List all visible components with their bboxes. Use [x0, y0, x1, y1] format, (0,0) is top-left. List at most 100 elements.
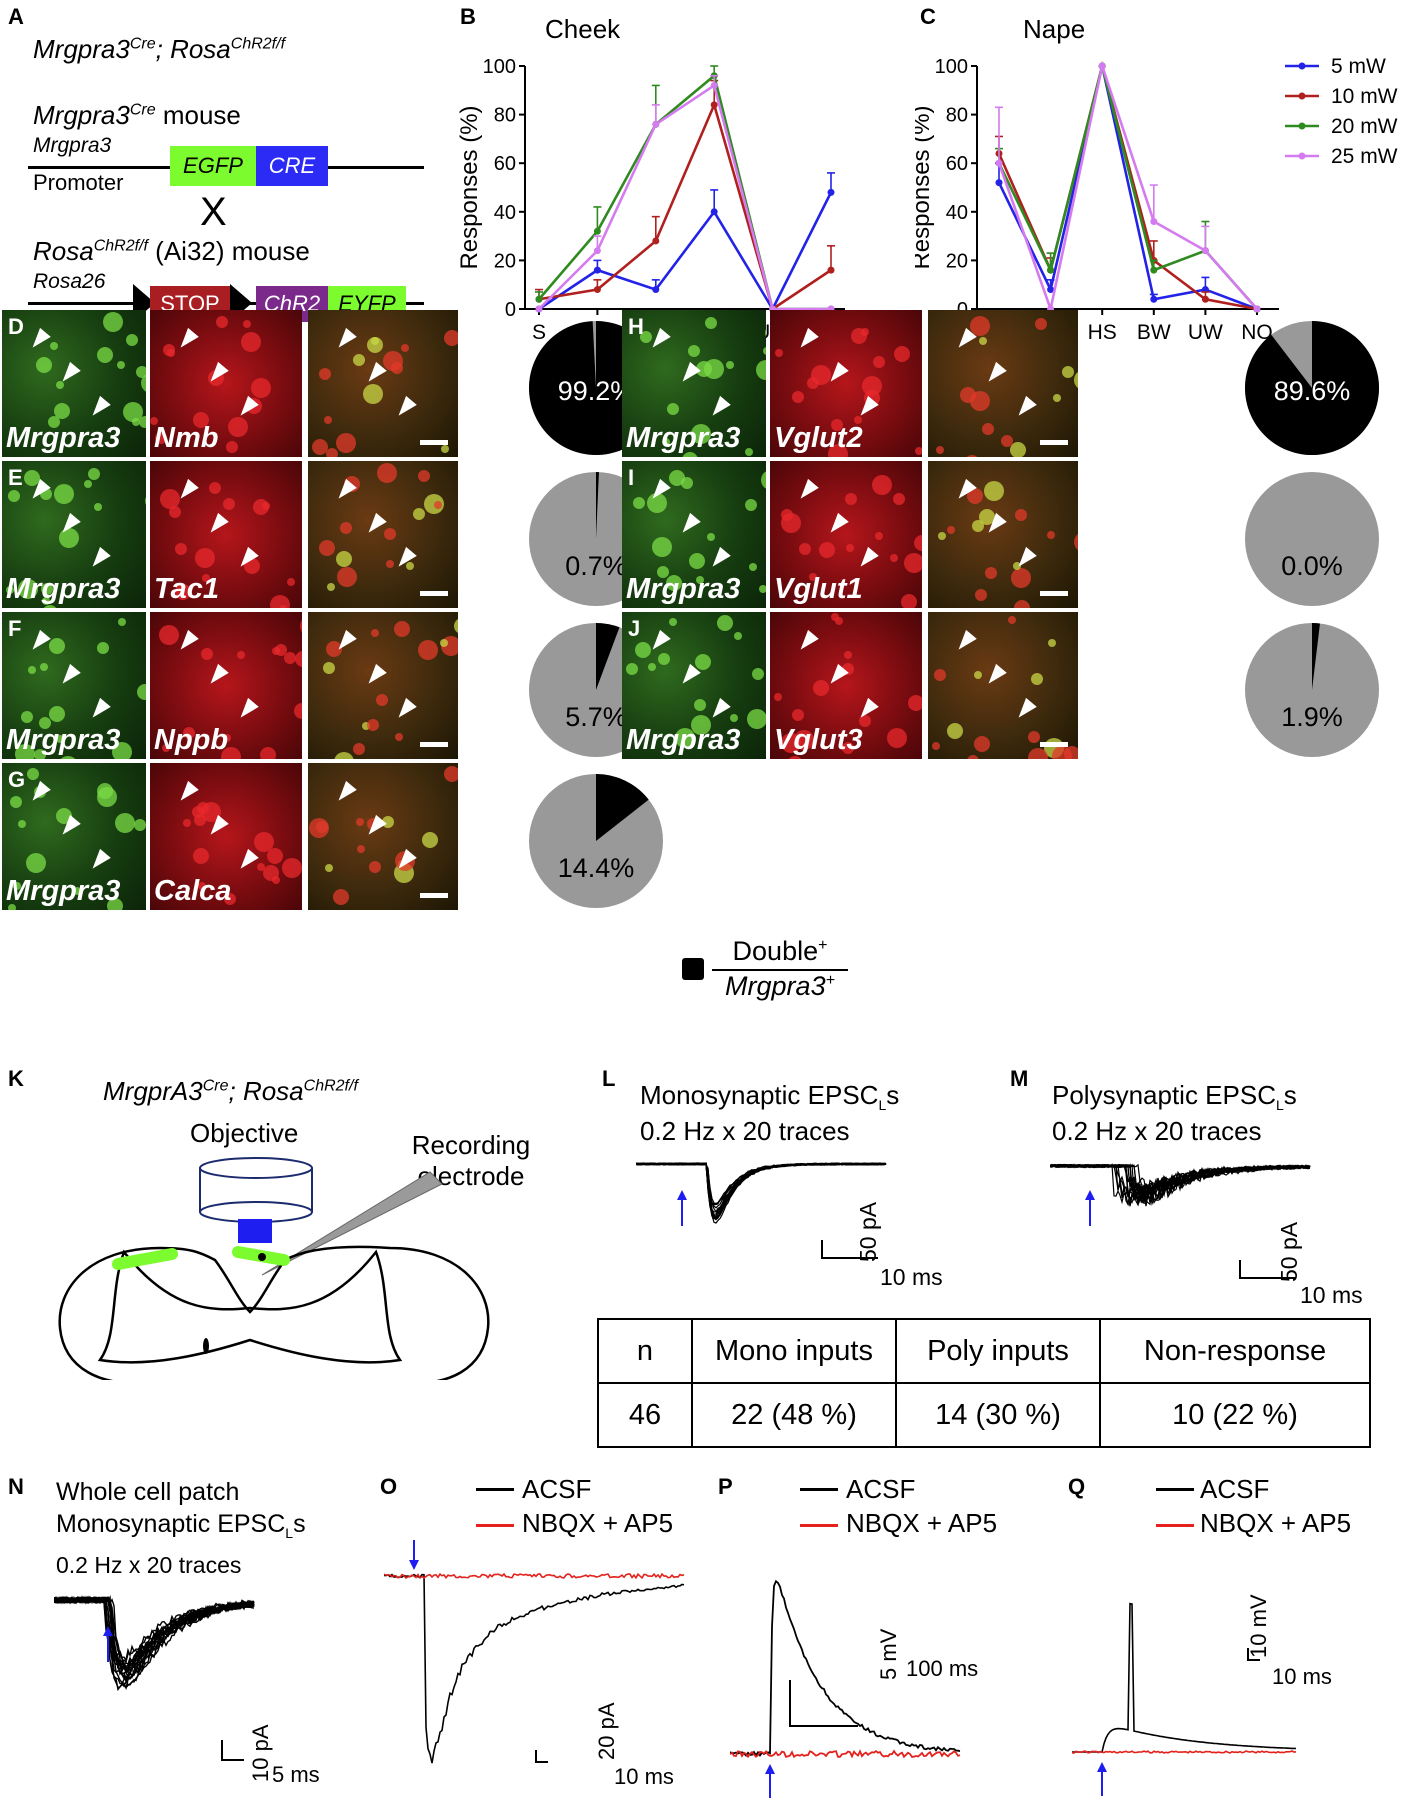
cell-blob — [115, 812, 136, 833]
cell-blob — [97, 641, 110, 654]
spinal-cord-diagram — [58, 1157, 490, 1380]
cell-blob — [39, 662, 48, 671]
pie-percent-label: 1.9% — [1281, 702, 1343, 732]
table-header-cell: n — [597, 1318, 693, 1384]
trace-line — [636, 1162, 887, 1220]
cell-blob — [201, 648, 214, 661]
chart-title: Nape — [1023, 14, 1085, 44]
series-line — [538, 101, 832, 312]
cell-blob — [938, 532, 947, 541]
cell-blob — [729, 714, 738, 723]
legend-p-red-line — [800, 1524, 838, 1527]
cell-blob — [117, 618, 126, 627]
y-tick-label: 20 — [946, 250, 968, 272]
y-tick-label: 100 — [935, 56, 968, 78]
cell-blob — [1047, 639, 1056, 647]
cell-blob — [967, 755, 980, 759]
cell-blob — [401, 343, 410, 352]
cell-blob — [362, 721, 371, 730]
panel-m-title: Polysynaptic EPSCLs — [1052, 1080, 1297, 1114]
legend-o-red-line — [476, 1524, 514, 1527]
cell-blob — [18, 579, 39, 600]
arrowhead-marker — [825, 361, 849, 387]
cell-blob — [56, 380, 65, 389]
cell-blob — [228, 417, 249, 438]
trace-line — [54, 1595, 255, 1685]
cell-blob — [625, 663, 638, 676]
cell-blob — [318, 367, 331, 380]
cell-blob — [632, 496, 645, 509]
cell-blob — [326, 583, 335, 592]
table-header-cell: Poly inputs — [895, 1318, 1101, 1384]
trace-p — [730, 1579, 961, 1798]
arrowhead-marker — [983, 361, 1007, 387]
promoter-label: Promoter — [33, 170, 124, 195]
cell-blob — [10, 795, 23, 808]
pie-percent-label: 14.4% — [558, 853, 635, 883]
cell-blob — [174, 542, 187, 555]
cell-blob — [688, 552, 705, 569]
data-point — [593, 227, 601, 235]
cell-blob — [395, 851, 416, 872]
data-point — [1150, 218, 1158, 226]
y-tick-label: 80 — [494, 105, 516, 127]
cell-blob — [49, 341, 58, 350]
trace-line — [636, 1162, 887, 1224]
cell-blob — [324, 863, 333, 872]
panel-a-title: Mrgpra3Cre; RosaChR2f/f — [33, 34, 286, 64]
cell-blob — [818, 542, 835, 559]
legend-o-red: NBQX + AP5 — [522, 1508, 674, 1538]
micrograph-label: Mrgpra3 — [6, 422, 121, 454]
cell-blob — [813, 680, 830, 697]
cell-blob — [323, 416, 332, 425]
cell-blob — [793, 730, 814, 751]
legend-o-black-line — [476, 1488, 514, 1491]
pie-chart-g: 14.4% — [529, 774, 663, 908]
cell-blob — [786, 756, 803, 759]
legend-q-black: ACSF — [1200, 1474, 1270, 1504]
cell-blob — [339, 521, 352, 534]
cell-blob — [892, 493, 905, 506]
cell-blob — [781, 509, 794, 522]
cell-blob — [914, 535, 922, 552]
cell-blob — [830, 419, 843, 432]
data-point — [593, 266, 601, 274]
cell-blob — [39, 487, 52, 500]
cell-blob — [117, 361, 126, 370]
arrowhead-marker — [205, 512, 229, 538]
cell-blob — [417, 469, 430, 482]
arrowhead-marker — [795, 629, 819, 655]
cell-blob — [175, 584, 192, 601]
cell-blob — [54, 484, 75, 505]
cell-blob — [138, 415, 146, 428]
rosa26-label: Rosa26 — [33, 270, 106, 293]
y-axis-label: Responses (%) — [456, 105, 483, 269]
arrowhead-marker — [393, 395, 417, 421]
cell-blob — [1014, 600, 1031, 608]
chart-title: Cheek — [545, 14, 621, 44]
pie-slice-double — [596, 623, 620, 690]
cell-blob — [207, 370, 224, 387]
table-cell: 10 (22 %) — [1099, 1382, 1371, 1448]
x-tick-label: HS — [1088, 321, 1117, 344]
arrowhead-marker — [1013, 697, 1037, 723]
micrograph-red-i: Vglut1 — [770, 461, 922, 608]
scale-bar — [420, 591, 448, 596]
cell-blob — [240, 331, 261, 352]
cell-blob — [383, 527, 396, 540]
arrowhead-marker — [235, 697, 259, 723]
arrowhead-marker — [27, 629, 51, 655]
cell-blob — [691, 714, 712, 735]
cell-blob — [667, 403, 680, 416]
cell-blob — [978, 337, 987, 346]
cell-blob — [933, 669, 946, 682]
cell-blob — [675, 728, 696, 748]
cell-blob — [394, 733, 403, 742]
panel-letter-l: L — [602, 1066, 616, 1091]
y-tick-label: 40 — [494, 202, 516, 224]
cell-blob — [223, 497, 236, 510]
series-line — [538, 83, 831, 311]
panel-letter-j: J — [628, 616, 641, 641]
micrograph-label: Mrgpra3 — [626, 422, 741, 454]
cell-blob — [282, 857, 302, 878]
